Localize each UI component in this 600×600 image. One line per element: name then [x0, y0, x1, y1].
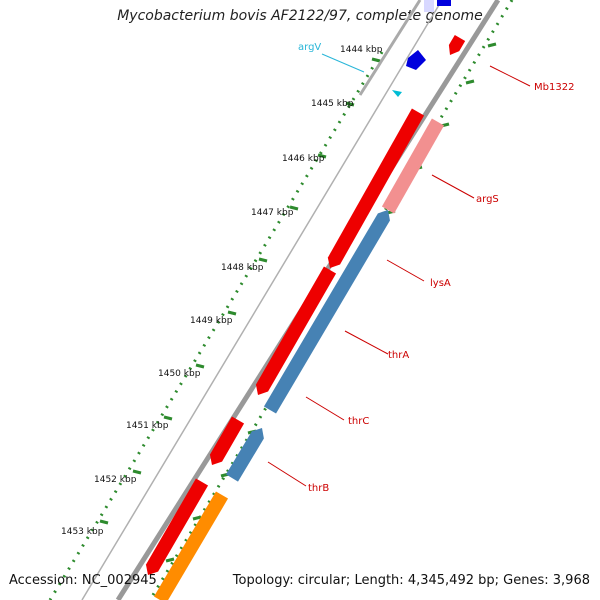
scale-label: 1451 kbp — [126, 421, 169, 431]
scale-label: 1445 kbp — [311, 99, 354, 109]
forward-cds-feature — [255, 266, 337, 395]
inner-major-tick — [371, 57, 381, 63]
trna-arrow — [392, 90, 402, 97]
gene-label-mb1322: Mb1322 — [534, 82, 574, 93]
inner-major-tick — [99, 519, 109, 525]
blue-feature — [406, 50, 426, 70]
length-value: 4,345,492 bp — [407, 573, 495, 588]
scale-label: 1452 kbp — [94, 475, 137, 485]
accession-label: Accession: — [9, 573, 78, 588]
outer-major-tick — [165, 557, 175, 563]
gene-label-argv: argV — [298, 42, 321, 53]
reverse-cds-feature — [225, 428, 264, 482]
gene-label-lysa: lysA — [430, 278, 451, 289]
genes-label: Genes: — [503, 573, 549, 588]
length-label: Length: — [354, 573, 404, 588]
forward-cds-feature-light — [381, 118, 445, 214]
forward-arrow-feature — [448, 34, 466, 55]
inner-major-tick — [317, 153, 327, 159]
gene-labels: argV Mb1322 argS lysA thrA thrC thrB — [298, 42, 574, 494]
leader-line — [431, 174, 475, 199]
gene-label-args: argS — [476, 194, 499, 205]
topology-label: Topology: — [232, 573, 294, 588]
inner-major-tick — [132, 469, 142, 475]
scale-label: 1444 kbp — [340, 45, 383, 55]
forward-cds-feature — [209, 416, 245, 465]
genome-stats: Topology: circular; Length: 4,345,492 bp… — [232, 573, 590, 588]
inner-major-tick — [289, 205, 299, 211]
gene-label-thra: thrA — [388, 350, 409, 361]
leader-argV — [321, 53, 365, 73]
outer-major-tick — [487, 42, 497, 48]
blue-feature-light — [424, 0, 434, 12]
reverse-cds-feature — [263, 210, 390, 414]
scale-label: 1449 kbp — [190, 316, 233, 326]
orange-feature — [153, 491, 229, 600]
scale-labels: 1444 kbp 1445 kbp 1446 kbp 1447 kbp 1448 kbp… — [61, 45, 383, 537]
blue-feature-top — [437, 0, 451, 6]
backbone — [81, 0, 501, 600]
leader-line — [489, 65, 531, 87]
backbone-strip — [358, 0, 422, 96]
scale-label: 1448 kbp — [221, 263, 264, 273]
backbone-inner-line — [81, 0, 443, 600]
leader-line — [305, 396, 345, 421]
scale-label: 1453 kbp — [61, 527, 104, 537]
inner-major-tick — [195, 363, 205, 369]
topology-value: circular — [297, 573, 346, 588]
map-title: Mycobacterium bovis AF2122/97, complete … — [117, 8, 483, 24]
accession-info: Accession: NC_002945 — [9, 573, 157, 588]
scale-label: 1447 kbp — [251, 208, 294, 218]
gene-label-thrc: thrC — [348, 416, 369, 427]
forward-cds-feature — [327, 108, 425, 268]
gene-label-thrb: thrB — [308, 483, 329, 494]
features — [145, 0, 466, 600]
accession-value: NC_002945 — [81, 573, 157, 588]
genes-value: 3,968 — [552, 573, 590, 588]
inner-major-tick — [345, 101, 355, 107]
scale-label: 1450 kbp — [158, 369, 201, 379]
scale-label: 1446 kbp — [282, 154, 325, 164]
leader-line — [386, 259, 425, 282]
inner-major-tick — [258, 257, 268, 263]
leader-line — [344, 330, 389, 355]
inner-major-tick — [227, 310, 237, 316]
outer-major-tick — [465, 79, 475, 85]
outer-major-tick — [192, 515, 202, 521]
inner-major-tick — [163, 415, 173, 421]
leader-line — [267, 461, 307, 487]
label-leaders — [267, 53, 531, 487]
forward-cds-feature — [145, 478, 209, 575]
